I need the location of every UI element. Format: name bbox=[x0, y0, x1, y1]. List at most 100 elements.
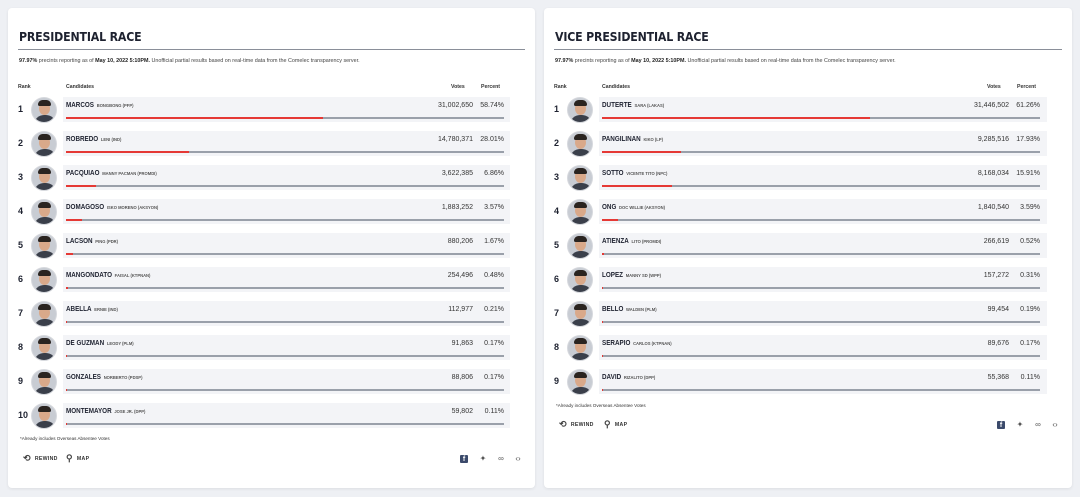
candidate-photo bbox=[567, 301, 593, 327]
embed-code-icon: ‹› bbox=[515, 454, 521, 463]
candidate-rank: 1 bbox=[554, 104, 560, 114]
candidate-photo bbox=[567, 97, 593, 123]
candidate-photo bbox=[31, 199, 57, 225]
candidate-votes: 88,806 bbox=[451, 374, 473, 381]
candidate-votes: 31,002,650 bbox=[437, 102, 473, 109]
facebook-share[interactable]: f bbox=[995, 420, 1007, 429]
facebook-icon: f bbox=[460, 455, 468, 463]
candidate-rank: 7 bbox=[554, 308, 560, 318]
candidate-subtitle: FAISAL (KTPNAN) bbox=[114, 273, 151, 278]
reporting-percent: 97.97% bbox=[555, 58, 574, 64]
candidate-percent: 6.86% bbox=[484, 170, 504, 177]
vote-share-bar-fill bbox=[602, 389, 603, 391]
map-button[interactable]: ⚲ MAP bbox=[604, 420, 627, 429]
candidate-surname: DAVID bbox=[602, 374, 622, 381]
candidate-subtitle: LITO (PROMDI) bbox=[631, 239, 662, 244]
candidate-rank: 6 bbox=[554, 274, 560, 284]
candidate-row: 1 DUTERTE SARA (LAKAS) 31,446,502 61.26% bbox=[544, 96, 1072, 130]
vote-share-bar-track bbox=[602, 219, 1040, 221]
candidate-rank: 4 bbox=[554, 206, 560, 216]
candidate-surname: ROBREDO bbox=[66, 136, 99, 143]
vote-share-bar-track bbox=[66, 253, 504, 255]
candidate-percent: 17.93% bbox=[1016, 136, 1040, 143]
candidate-percent: 61.26% bbox=[1016, 102, 1040, 109]
twitter-share[interactable]: ✦ bbox=[477, 454, 489, 463]
embed-button[interactable]: ‹› bbox=[1049, 420, 1061, 429]
candidate-surname: DOMAGOSO bbox=[66, 204, 105, 211]
candidate-surname: ABELLA bbox=[66, 306, 92, 313]
vote-share-bar-track bbox=[66, 219, 504, 221]
twitter-share[interactable]: ✦ bbox=[1014, 420, 1026, 429]
candidate-name: SOTTO VICENTE TITO (NPC) bbox=[602, 170, 667, 177]
candidate-votes: 91,863 bbox=[451, 340, 473, 347]
candidate-rank: 9 bbox=[18, 376, 24, 386]
candidate-name: GONZALES NORBERTO (PDSP) bbox=[66, 374, 142, 381]
candidate-surname: ATIENZA bbox=[602, 238, 629, 245]
candidate-name: MANGONDATO FAISAL (KTPNAN) bbox=[66, 272, 150, 279]
reporting-date: May 10, 2022 5:10PM. bbox=[95, 58, 150, 64]
reporting-disclaimer: Unofficial partial results based on real… bbox=[685, 58, 896, 64]
candidate-subtitle: PING (PDR) bbox=[95, 239, 119, 244]
rewind-button[interactable]: ⟲ REWIND bbox=[559, 420, 594, 429]
candidate-row: 9 DAVID RIZALITO (DPP) 55,368 0.11% bbox=[544, 368, 1072, 402]
candidate-surname: MANGONDATO bbox=[66, 272, 112, 279]
vote-share-bar-fill bbox=[602, 185, 672, 187]
copy-link-button[interactable]: ∞ bbox=[1032, 420, 1044, 429]
column-header-votes: Votes bbox=[987, 84, 1001, 90]
candidate-surname: PANGILINAN bbox=[602, 136, 641, 143]
vote-share-bar-track bbox=[602, 321, 1040, 323]
column-header-candidates: Candidates bbox=[66, 84, 94, 90]
candidate-subtitle: KIKO (LP) bbox=[643, 137, 663, 142]
map-label: MAP bbox=[76, 455, 90, 462]
candidate-name: BELLO WALDEN (PLM) bbox=[602, 306, 657, 313]
candidate-percent: 3.57% bbox=[484, 204, 504, 211]
candidate-votes: 266,619 bbox=[983, 238, 1009, 245]
vote-share-bar-track bbox=[602, 355, 1040, 357]
candidate-subtitle: SARA (LAKAS) bbox=[634, 103, 665, 108]
candidate-rank: 9 bbox=[554, 376, 560, 386]
candidate-surname: BELLO bbox=[602, 306, 624, 313]
candidate-name: LACSON PING (PDR) bbox=[66, 238, 118, 245]
candidate-percent: 15.91% bbox=[1016, 170, 1040, 177]
embed-button[interactable]: ‹› bbox=[512, 454, 524, 463]
candidate-row: 4 DOMAGOSO ISKO MORENO (AKSYON) 1,883,252 3.… bbox=[8, 198, 535, 232]
copy-link-button[interactable]: ∞ bbox=[495, 454, 507, 463]
vote-share-bar-track bbox=[66, 117, 504, 119]
vote-share-bar-fill bbox=[602, 151, 681, 153]
candidate-photo bbox=[31, 233, 57, 259]
candidate-photo bbox=[31, 369, 57, 395]
candidate-rank: 6 bbox=[18, 274, 24, 284]
reporting-text: precints reporting as of bbox=[573, 58, 632, 64]
candidate-row: 3 PACQUIAO MANNY PACMAN (PROMDI) 3,622,385 6… bbox=[8, 164, 535, 198]
candidate-subtitle: NORBERTO (PDSP) bbox=[103, 375, 143, 380]
vote-share-bar-fill bbox=[66, 355, 67, 357]
link-icon: ∞ bbox=[1035, 420, 1041, 429]
candidate-percent: 0.17% bbox=[484, 374, 504, 381]
candidate-percent: 0.11% bbox=[484, 408, 504, 415]
facebook-share[interactable]: f bbox=[458, 454, 470, 463]
rewind-button[interactable]: ⟲ REWIND bbox=[23, 454, 58, 463]
vote-share-bar-fill bbox=[602, 117, 870, 119]
candidate-photo bbox=[31, 335, 57, 361]
candidate-name: MONTEMAYOR JOSE JR. (DPP) bbox=[66, 408, 145, 415]
twitter-icon: ✦ bbox=[1016, 420, 1024, 429]
vote-share-bar-track bbox=[602, 117, 1040, 119]
vote-share-bar-fill bbox=[602, 321, 603, 323]
candidate-name: DOMAGOSO ISKO MORENO (AKSYON) bbox=[66, 204, 158, 211]
vote-share-bar-track bbox=[66, 423, 504, 425]
vote-share-bar-track bbox=[66, 389, 504, 391]
candidate-subtitle: DOC WILLIE (AKSYON) bbox=[619, 205, 665, 210]
candidate-photo bbox=[31, 165, 57, 191]
candidate-surname: LOPEZ bbox=[602, 272, 624, 279]
candidate-name: DE GUZMAN LEODY (PLM) bbox=[66, 340, 134, 347]
candidate-subtitle: MANNY PACMAN (PROMDI) bbox=[102, 171, 157, 176]
candidate-photo bbox=[567, 131, 593, 157]
candidate-percent: 0.17% bbox=[484, 340, 504, 347]
candidate-rank: 3 bbox=[554, 172, 560, 182]
vote-share-bar-fill bbox=[66, 185, 96, 187]
column-header-votes: Votes bbox=[451, 84, 465, 90]
candidate-photo bbox=[567, 335, 593, 361]
candidate-percent: 28.01% bbox=[480, 136, 504, 143]
candidate-row: 6 MANGONDATO FAISAL (KTPNAN) 254,496 0.48% bbox=[8, 266, 535, 300]
map-button[interactable]: ⚲ MAP bbox=[66, 454, 89, 463]
